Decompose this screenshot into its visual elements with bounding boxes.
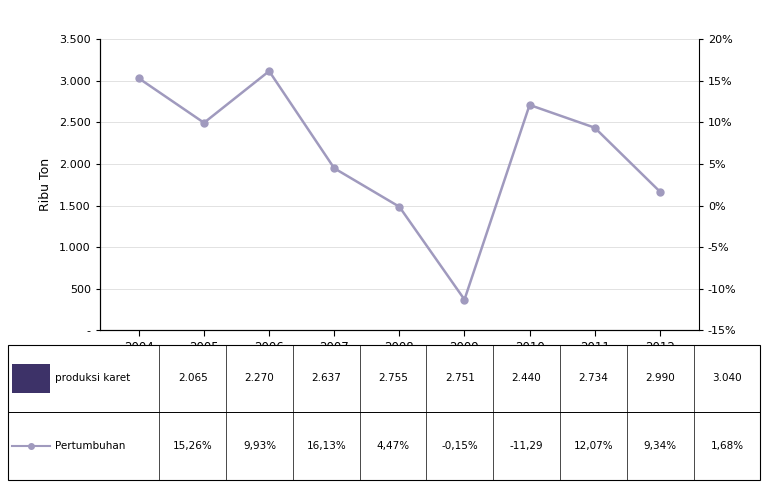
- Bar: [12, 364, 50, 393]
- Text: 2.440: 2.440: [511, 373, 541, 383]
- Text: 2.755: 2.755: [378, 373, 408, 383]
- Text: 2.734: 2.734: [578, 373, 608, 383]
- Text: 16,13%: 16,13%: [306, 441, 346, 451]
- Text: 2.990: 2.990: [645, 373, 675, 383]
- Text: produksi karet: produksi karet: [55, 373, 131, 383]
- Text: 2.637: 2.637: [311, 373, 341, 383]
- Text: 2.751: 2.751: [445, 373, 475, 383]
- Text: 12,07%: 12,07%: [574, 441, 613, 451]
- Text: 1,68%: 1,68%: [710, 441, 743, 451]
- Text: 2.270: 2.270: [244, 373, 274, 383]
- FancyBboxPatch shape: [8, 345, 760, 480]
- Text: -0,15%: -0,15%: [442, 441, 478, 451]
- Text: 4,47%: 4,47%: [376, 441, 409, 451]
- Text: 3.040: 3.040: [712, 373, 742, 383]
- Text: 2.065: 2.065: [177, 373, 207, 383]
- Text: 9,34%: 9,34%: [644, 441, 677, 451]
- Y-axis label: Ribu Ton: Ribu Ton: [39, 158, 52, 211]
- Text: 15,26%: 15,26%: [173, 441, 213, 451]
- Text: Pertumbuhan: Pertumbuhan: [55, 441, 126, 451]
- Text: -11,29: -11,29: [510, 441, 544, 451]
- Text: 9,93%: 9,93%: [243, 441, 276, 451]
